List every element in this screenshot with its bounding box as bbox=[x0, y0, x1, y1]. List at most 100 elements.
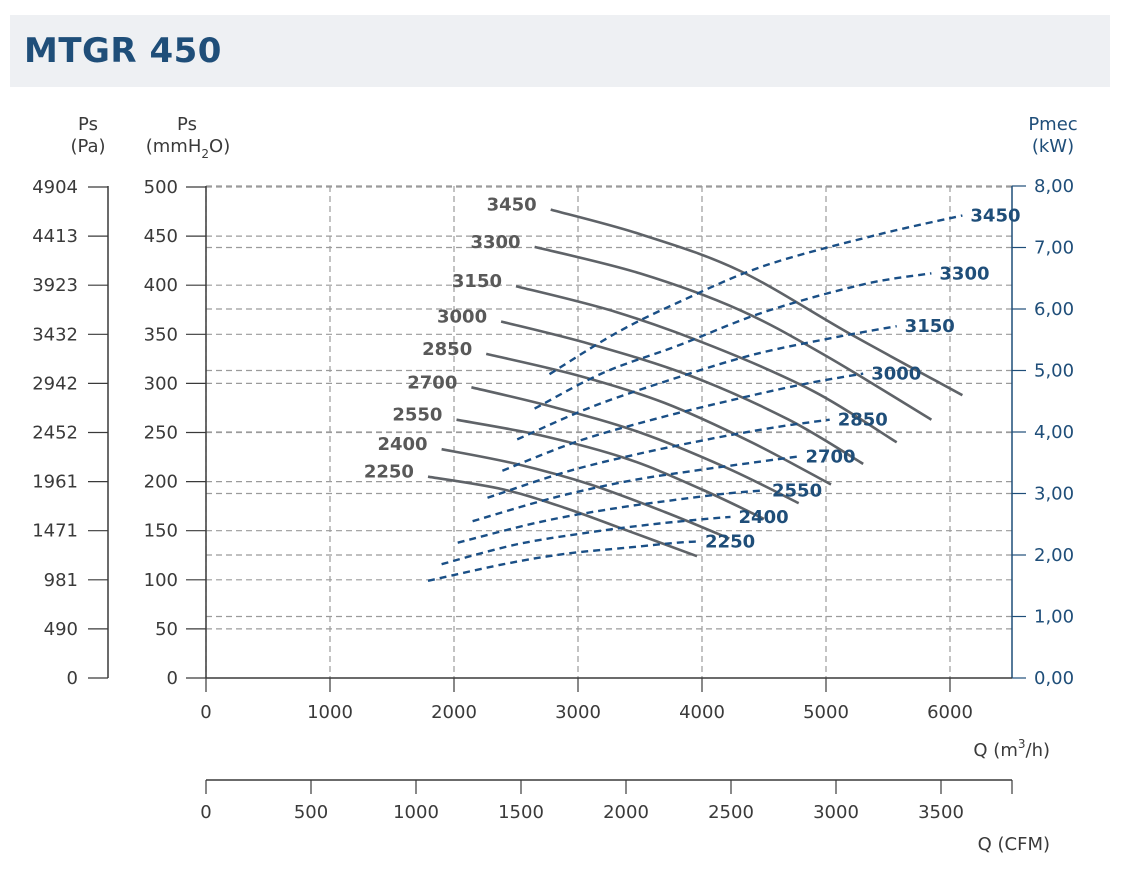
mmh2o-tick-label: 200 bbox=[144, 472, 178, 493]
pa-tick-label: 4413 bbox=[32, 226, 78, 247]
x-tick-label-m3h: 6000 bbox=[927, 702, 973, 723]
x-tick-label-cfm: 1000 bbox=[393, 802, 439, 823]
power-tick-label: 1,00 bbox=[1034, 607, 1074, 628]
pressure-curve-2250 bbox=[427, 475, 698, 558]
mmh2o-tick-label: 250 bbox=[144, 423, 178, 444]
power-curve-3000 bbox=[501, 372, 864, 472]
pressure-curve-2850 bbox=[485, 352, 832, 486]
x-tick-label-m3h: 1000 bbox=[307, 702, 353, 723]
pressure-label-3000: 3000 bbox=[437, 307, 487, 328]
power-curve-3450 bbox=[548, 214, 963, 376]
power-axis-unit: (kW) bbox=[1032, 136, 1074, 157]
power-tick-label: 2,00 bbox=[1034, 545, 1074, 566]
power-curve-3300 bbox=[534, 272, 932, 410]
power-label-3000: 3000 bbox=[871, 364, 921, 385]
mmh2o-tick-label: 500 bbox=[144, 177, 178, 198]
pressure-label-2700: 2700 bbox=[407, 372, 457, 393]
power-curve-3150 bbox=[516, 325, 897, 441]
power-tick-label: 3,00 bbox=[1034, 484, 1074, 505]
x-tick-label-m3h: 0 bbox=[200, 702, 211, 723]
power-curve-2700 bbox=[472, 455, 798, 523]
axes: Ps (Pa) Ps (mmH2O) Pmec (kW) Q (m3/h) Q … bbox=[32, 114, 1077, 855]
power-curves: 3450 3300 3150 3000 2850 2700 2550 2400 2250 bbox=[427, 206, 1021, 582]
x-tick-label-cfm: 3500 bbox=[918, 802, 964, 823]
x-axis-label-cfm: Q (CFM) bbox=[978, 834, 1050, 855]
x-tick-label-m3h: 2000 bbox=[431, 702, 477, 723]
x-label-suffix: /h) bbox=[1026, 740, 1051, 761]
pa-tick-label: 490 bbox=[44, 619, 78, 640]
x-axis-label-m3h: Q (m3/h) bbox=[973, 737, 1050, 761]
mmh2o-tick-label: 350 bbox=[144, 324, 178, 345]
power-tick-label: 8,00 bbox=[1034, 176, 1074, 197]
pressure-curve-2400 bbox=[441, 447, 730, 540]
pressure-label-2250: 2250 bbox=[364, 462, 414, 483]
page-title: MTGR 450 bbox=[24, 31, 222, 71]
pa-tick-label: 2452 bbox=[32, 423, 78, 444]
power-tick-label: 4,00 bbox=[1034, 422, 1074, 443]
mmh2o-tick-label: 50 bbox=[155, 619, 178, 640]
x-tick-label-cfm: 3000 bbox=[813, 802, 859, 823]
power-label-2850: 2850 bbox=[838, 410, 888, 431]
x-tick-label-cfm: 1500 bbox=[498, 802, 544, 823]
pressure-label-2400: 2400 bbox=[377, 434, 427, 455]
mmh2o-tick-label: 0 bbox=[167, 668, 178, 689]
mmh2o-tick-label: 450 bbox=[144, 226, 178, 247]
pa-tick-label: 2942 bbox=[32, 373, 78, 394]
mmh2o-unit-sub: 2 bbox=[201, 147, 209, 161]
power-tick-label: 6,00 bbox=[1034, 299, 1074, 320]
x-tick-label-cfm: 500 bbox=[294, 802, 328, 823]
pressure-curve-3300 bbox=[534, 245, 933, 421]
power-curve-2400 bbox=[441, 515, 731, 566]
mmh2o-unit-prefix: (mmH bbox=[146, 136, 202, 157]
pressure-curve-3000 bbox=[500, 320, 864, 466]
pa-tick-label: 3432 bbox=[32, 324, 78, 345]
x-tick-label-cfm: 2500 bbox=[708, 802, 754, 823]
mmh2o-tick-label: 400 bbox=[144, 275, 178, 296]
mmh2o-tick-label: 150 bbox=[144, 521, 178, 542]
pa-tick-label: 0 bbox=[67, 668, 78, 689]
power-label-2700: 2700 bbox=[805, 447, 855, 468]
pressure-curves: 3450 3300 3150 3000 2850 2700 2550 2400 2250 bbox=[364, 195, 964, 558]
power-curve-2250 bbox=[427, 540, 698, 582]
pa-axis-label: Ps bbox=[78, 114, 98, 135]
x-tick-label-cfm: 2000 bbox=[603, 802, 649, 823]
pressure-curve-2700 bbox=[471, 386, 800, 505]
pa-tick-label: 3923 bbox=[32, 275, 78, 296]
power-label-3450: 3450 bbox=[970, 206, 1020, 227]
pa-tick-label: 1961 bbox=[32, 472, 78, 493]
x-label-prefix: Q (m bbox=[973, 740, 1017, 761]
power-axis-label: Pmec bbox=[1028, 114, 1077, 135]
mmh2o-axis-label: Ps bbox=[177, 114, 197, 135]
power-tick-label: 0,00 bbox=[1034, 668, 1074, 689]
x-tick-label-m3h: 4000 bbox=[679, 702, 725, 723]
x-tick-label-m3h: 3000 bbox=[555, 702, 601, 723]
power-label-2250: 2250 bbox=[705, 531, 755, 552]
pressure-label-3300: 3300 bbox=[470, 232, 520, 253]
pa-tick-label: 4904 bbox=[32, 177, 78, 198]
power-curve-2850 bbox=[487, 418, 830, 499]
pressure-label-2850: 2850 bbox=[422, 339, 472, 360]
pa-axis-unit: (Pa) bbox=[70, 136, 105, 157]
pressure-curve-2550 bbox=[456, 418, 765, 521]
x-tick-label-m3h: 5000 bbox=[803, 702, 849, 723]
power-label-3300: 3300 bbox=[939, 263, 989, 284]
mmh2o-unit-suffix: O) bbox=[209, 136, 230, 157]
pressure-curve-3150 bbox=[515, 284, 898, 444]
pressure-label-3150: 3150 bbox=[452, 271, 502, 292]
pressure-label-2550: 2550 bbox=[392, 405, 442, 426]
power-curve-2550 bbox=[457, 489, 765, 544]
power-label-2550: 2550 bbox=[772, 480, 822, 501]
pa-tick-label: 1471 bbox=[32, 521, 78, 542]
power-tick-label: 5,00 bbox=[1034, 361, 1074, 382]
mmh2o-tick-label: 300 bbox=[144, 373, 178, 394]
mmh2o-tick-label: 100 bbox=[144, 570, 178, 591]
power-tick-label: 7,00 bbox=[1034, 238, 1074, 259]
x-label-sup: 3 bbox=[1018, 737, 1026, 751]
pressure-label-3450: 3450 bbox=[487, 195, 537, 216]
title-bar: MTGR 450 bbox=[10, 15, 1110, 87]
x-tick-label-cfm: 0 bbox=[200, 802, 211, 823]
pa-tick-label: 981 bbox=[44, 570, 78, 591]
power-label-3150: 3150 bbox=[905, 316, 955, 337]
mmh2o-axis-unit: (mmH2O) bbox=[146, 136, 230, 161]
